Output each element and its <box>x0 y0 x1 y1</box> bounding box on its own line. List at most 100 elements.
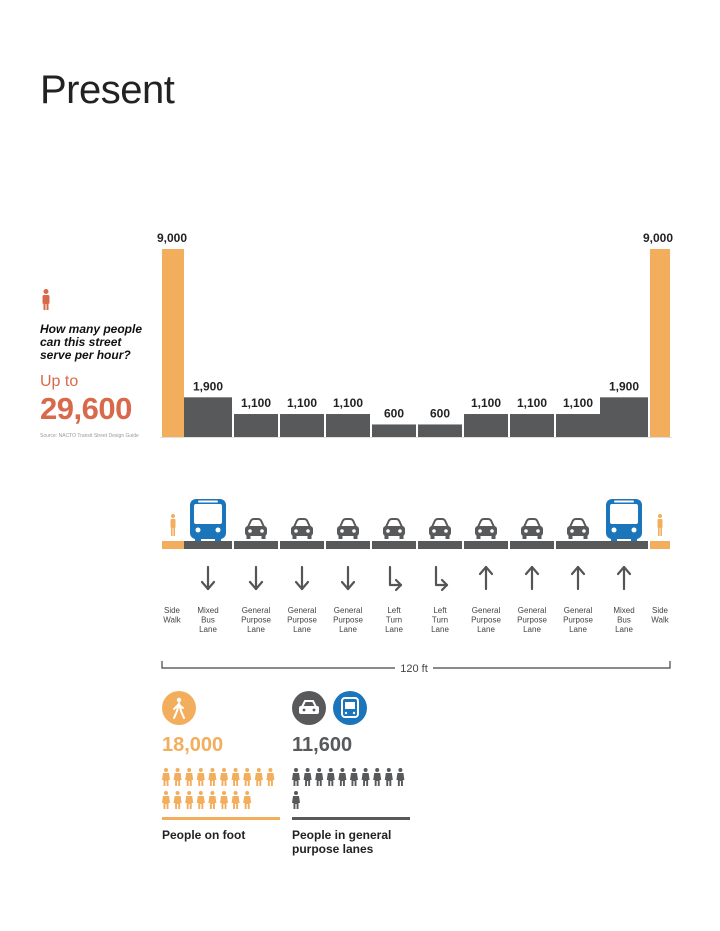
lane-label-0-line-1: Walk <box>163 616 181 625</box>
bar-value-label-2: 1,100 <box>241 396 271 410</box>
up-to-label: Up to <box>40 373 79 390</box>
bar-value-label-7: 1,100 <box>471 396 501 410</box>
width-label: 120 ft <box>400 663 428 675</box>
turn-arrow-icon <box>388 565 403 592</box>
bar-value-label-5: 600 <box>384 406 404 420</box>
lane-label-11-line-0: Side <box>652 606 669 615</box>
lane-label-6-line-0: Left <box>433 606 447 615</box>
bar-value-label-9: 1,100 <box>563 396 593 410</box>
vehicle-person-icon <box>326 768 335 786</box>
bus-circle-icon <box>333 691 367 725</box>
pedestrian-person-icon <box>173 791 182 809</box>
arrow-up-icon <box>570 565 586 591</box>
bar-value-label-4: 1,100 <box>333 396 363 410</box>
lane-label-10-line-1: Bus <box>617 616 631 625</box>
vehicle-capacity-label: People in general purpose lanes <box>292 828 392 856</box>
car-icon <box>429 518 451 539</box>
vehicle-rule <box>292 817 410 820</box>
bar-value-label-8: 1,100 <box>517 396 547 410</box>
bar-5 <box>372 424 416 437</box>
car-icon <box>291 518 313 539</box>
bar-7 <box>464 414 508 437</box>
bar-value-label-10: 1,900 <box>609 379 639 393</box>
road-segment-6 <box>418 541 462 549</box>
bar-11 <box>650 249 670 437</box>
lane-label-1-line-2: Lane <box>199 625 217 634</box>
lane-label-6-line-2: Lane <box>431 625 449 634</box>
road-segment-7 <box>464 541 508 549</box>
lane-label-8-line-1: Purpose <box>517 616 547 625</box>
lane-label-5-line-2: Lane <box>385 625 403 634</box>
pedestrian-person-icon <box>162 768 170 786</box>
lane-label-10-line-0: Mixed <box>613 606 634 615</box>
pedestrian-person-icon <box>220 768 228 786</box>
bar-1 <box>184 397 232 437</box>
road-segment-9 <box>556 541 600 549</box>
lane-label-9-line-2: Lane <box>569 625 587 634</box>
pedestrian-icon <box>170 514 176 536</box>
lane-label-5-line-1: Turn <box>386 616 402 625</box>
lane-label-9-line-0: General <box>564 606 593 615</box>
bus-icon <box>190 499 226 541</box>
pedestrian-person-icon <box>266 768 275 786</box>
car-icon <box>245 518 267 539</box>
lane-label-3-line-1: Purpose <box>287 616 317 625</box>
bar-0 <box>162 249 184 437</box>
lane-label-4-line-1: Purpose <box>333 616 363 625</box>
bar-value-label-6: 600 <box>430 406 450 420</box>
pedestrian-person-icon <box>208 768 217 786</box>
road-segment-8 <box>510 541 554 549</box>
bar-value-label-1: 1,900 <box>193 379 223 393</box>
road-segment-1 <box>184 541 232 549</box>
lane-label-4-line-0: General <box>334 606 363 615</box>
vehicle-person-icon <box>292 791 300 809</box>
bar-value-label-11: 9,000 <box>643 231 673 245</box>
vehicle-person-icon <box>396 768 405 786</box>
pedestrian-person-icon <box>208 791 217 809</box>
road-segment-2 <box>234 541 278 549</box>
pedestrian-person-icon <box>243 791 252 809</box>
arrow-down-icon <box>294 565 310 591</box>
arrow-down-icon <box>340 565 356 591</box>
lane-label-4-line-2: Lane <box>339 625 357 634</box>
pedestrian-person-icon <box>243 768 252 786</box>
car-circle-icon <box>292 691 326 725</box>
bar-value-label-3: 1,100 <box>287 396 317 410</box>
lane-label-8-line-2: Lane <box>523 625 541 634</box>
pedestrian-person-icon <box>185 768 194 786</box>
turn-arrow-icon <box>434 565 449 592</box>
car-icon <box>475 518 497 539</box>
road-segment-11 <box>650 541 670 549</box>
pedestrian-icon <box>657 514 663 536</box>
page-title: Present <box>40 68 175 112</box>
road-segment-5 <box>372 541 416 549</box>
total-capacity: 29,600 <box>40 391 132 426</box>
arrow-up-icon <box>616 565 632 591</box>
pedestrian-rule <box>162 817 280 820</box>
lane-label-10-line-2: Lane <box>615 625 633 634</box>
pedestrian-capacity-label: People on foot <box>162 828 246 842</box>
arrow-down-icon <box>200 565 216 591</box>
road-segment-3 <box>280 541 324 549</box>
lane-label-3-line-2: Lane <box>293 625 311 634</box>
source-note: Source: NACTO Transit Street Design Guid… <box>40 433 139 439</box>
lane-label-5-line-0: Left <box>387 606 401 615</box>
lane-label-1-line-1: Bus <box>201 616 215 625</box>
capacity-question: How many people can this street serve pe… <box>40 322 143 362</box>
width-line-left <box>161 661 395 669</box>
bar-value-label-0: 9,000 <box>157 231 187 245</box>
pedestrian-person-icon <box>173 768 182 786</box>
pedestrian-person-icon <box>231 791 240 809</box>
bar-10 <box>600 397 648 437</box>
vehicle-person-icon <box>292 768 300 786</box>
bar-2 <box>234 414 278 437</box>
lane-label-0-line-0: Side <box>164 606 181 615</box>
pedestrian-person-icon <box>185 791 194 809</box>
lane-label-2-line-1: Purpose <box>241 616 271 625</box>
bus-icon <box>606 499 642 541</box>
bar-3 <box>280 414 324 437</box>
lane-label-6-line-1: Turn <box>432 616 448 625</box>
arrow-up-icon <box>524 565 540 591</box>
vehicle-person-icon <box>338 768 347 786</box>
road-segment-0 <box>162 541 184 549</box>
